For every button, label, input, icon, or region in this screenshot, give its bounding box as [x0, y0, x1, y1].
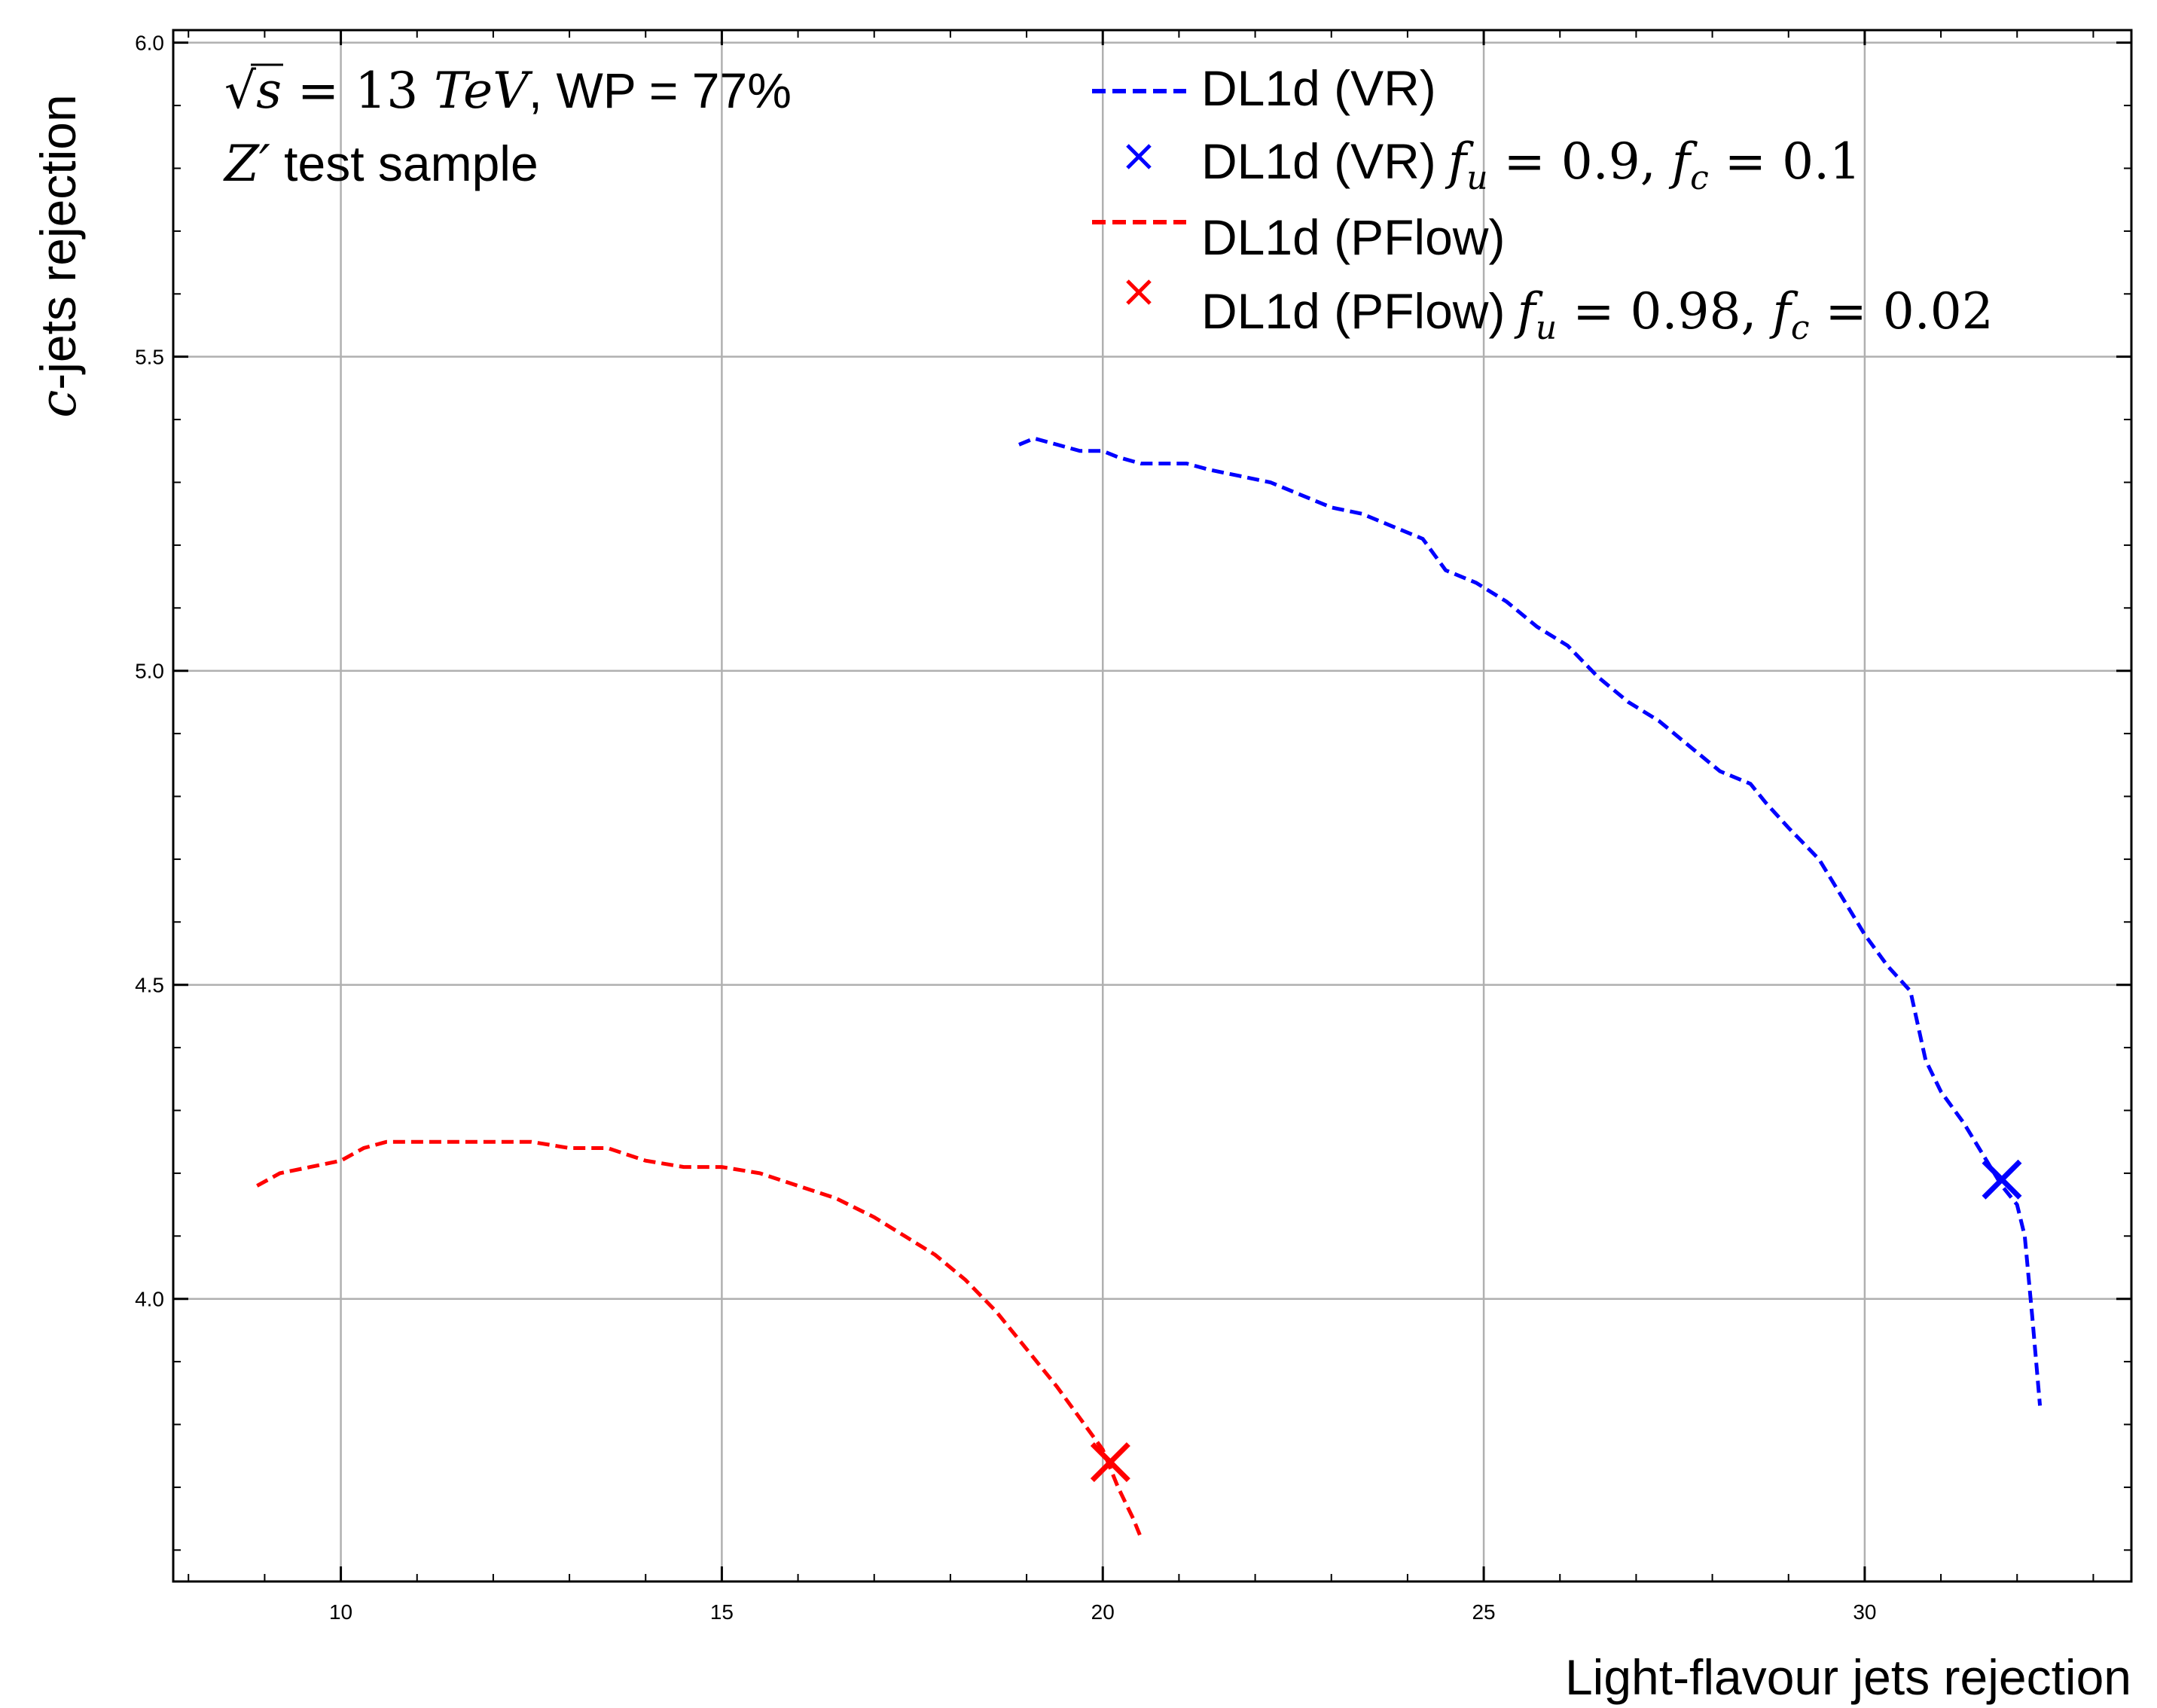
legend-pflow-fc-sub: c — [1791, 309, 1810, 347]
y-tick-label: 6.0 — [135, 32, 164, 55]
legend-vr-fc-val: = 0.1 — [1709, 133, 1861, 191]
legend-vr-x-swatch — [1126, 144, 1152, 169]
y-axis-title-text: -jets rejection — [30, 94, 86, 390]
y-axis-title-symbol: c — [29, 390, 87, 418]
series-layer — [256, 436, 2043, 1539]
legend-vr-fc-sub: c — [1690, 159, 1709, 197]
x-axis-title: Light-flavour jets rejection — [1565, 1649, 2131, 1705]
legend-vr-line-label: DL1d (VR) — [1201, 60, 1436, 116]
y-tick-label: 4.0 — [135, 1288, 164, 1311]
x-tick-label: 25 — [1472, 1600, 1495, 1624]
y-tick-label: 5.0 — [135, 660, 164, 683]
annotation-equals: = 13 — [282, 62, 434, 120]
annotation-wp: , WP = 77% — [529, 63, 792, 118]
annotation-sample: test sample — [270, 136, 538, 191]
x-tick-label: 15 — [710, 1600, 734, 1624]
legend-pflow-line-label: DL1d (PFlow) — [1201, 209, 1505, 265]
x-tick-label: 30 — [1853, 1600, 1876, 1624]
annotation: √s = 13 TeV, WP = 77% Z′ test sample — [223, 62, 792, 193]
y-tick-label: 4.5 — [135, 974, 164, 997]
annotation-sqrt: √ — [224, 62, 257, 120]
grid — [173, 30, 2131, 1581]
series-line-pflow — [256, 1139, 1143, 1539]
annotation-unit: TeV — [434, 62, 533, 120]
axes: 10 15 20 25 30 4.0 4.5 5.0 5.5 6.0 — [135, 29, 2133, 1624]
legend-pflow-fu-sub: u — [1536, 309, 1557, 347]
legend-vr-point-name: DL1d (VR) — [1201, 133, 1436, 189]
point-marker-vr — [1982, 1159, 2022, 1200]
legend-pflow-point-label: DL1d (PFlow) fu = 0.98, fc = 0.02 — [1201, 282, 1994, 347]
legend-vr-point-label: DL1d (VR) fu = 0.9, fc = 0.1 — [1201, 133, 1861, 197]
series-line-vr — [1018, 436, 2043, 1406]
y-tick-label: 5.5 — [135, 346, 164, 369]
annotation-line-2: Z′ test sample — [223, 135, 538, 193]
legend-pflow-x-swatch — [1126, 279, 1152, 305]
legend-pflow-point-name: DL1d (PFlow) — [1201, 283, 1505, 339]
point-marker-pflow — [1090, 1442, 1130, 1483]
legend-pflow-fc-val: = 0.02 — [1810, 282, 1994, 340]
x-tick-label: 10 — [329, 1600, 352, 1624]
legend: DL1d (VR) DL1d (VR) fu = 0.9, fc = 0.1 DL… — [1092, 60, 1994, 347]
annotation-zprime: Z′ — [223, 135, 270, 193]
legend-vr-fu-sub: u — [1466, 159, 1487, 197]
legend-pflow-fu-val: = 0.98, — [1557, 282, 1772, 340]
y-axis-title: c-jets rejection — [29, 94, 87, 417]
legend-vr-fu-val: = 0.9, — [1488, 133, 1672, 191]
plot-frame — [172, 29, 2133, 1583]
annotation-s: s — [256, 62, 282, 120]
x-tick-label: 20 — [1091, 1600, 1115, 1624]
annotation-line-1: √s = 13 TeV, WP = 77% — [224, 62, 792, 120]
